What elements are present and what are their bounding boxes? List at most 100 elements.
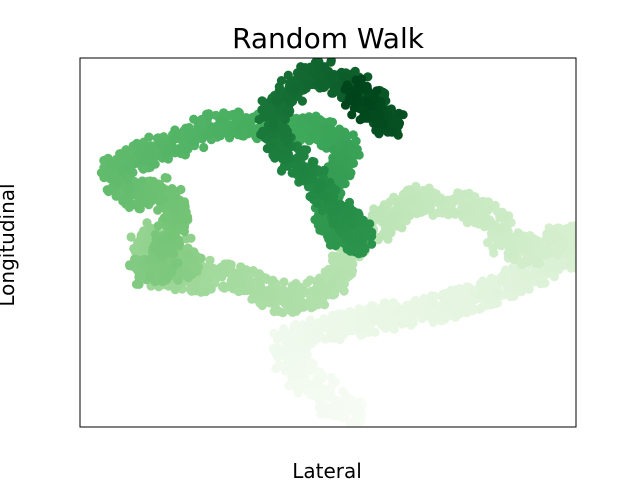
walk-point [476, 303, 486, 313]
walk-point [132, 138, 142, 148]
walk-point [313, 213, 323, 223]
walk-point [581, 253, 590, 262]
walk-point [193, 118, 203, 128]
walk-point [354, 314, 364, 324]
walk-point [437, 292, 448, 302]
walk-point [577, 253, 586, 262]
walk-point [254, 269, 264, 279]
walk-point [149, 190, 159, 200]
walk-point [518, 240, 528, 250]
walk-point [287, 168, 297, 178]
walk-point [429, 291, 439, 301]
walk-point [394, 118, 405, 128]
walk-point [203, 111, 214, 122]
plot-frame [79, 57, 577, 428]
walk-point [287, 281, 297, 291]
walk-point [167, 232, 177, 242]
walk-point [117, 151, 128, 162]
walk-point [175, 143, 185, 153]
walk-point [223, 259, 233, 269]
walk-point [261, 274, 271, 284]
walk-point [478, 276, 488, 286]
walk-point [577, 246, 586, 255]
walk-point [317, 389, 327, 399]
walk-point [381, 223, 391, 233]
walk-point [157, 141, 167, 151]
walk-point [269, 110, 279, 120]
walk-point [480, 215, 490, 226]
walk-point [145, 271, 155, 281]
walk-point [154, 196, 164, 206]
walk-point [278, 324, 289, 334]
walk-point [340, 128, 350, 138]
walk-point [579, 241, 588, 250]
walk-point [268, 139, 278, 149]
walk-point [218, 281, 228, 291]
walk-point [567, 252, 576, 262]
y-axis-label: Longitudinal [0, 183, 19, 306]
walk-point [160, 173, 170, 183]
walk-point [201, 286, 211, 297]
walk-point [369, 93, 379, 103]
walk-point [307, 131, 317, 141]
walk-point [297, 324, 307, 334]
walk-point [319, 219, 329, 229]
walk-point [581, 236, 590, 245]
walk-point [295, 338, 305, 348]
walk-point [282, 339, 292, 349]
walk-point [462, 282, 472, 292]
walk-point [536, 279, 546, 289]
walk-point [406, 195, 416, 205]
walk-point [350, 415, 360, 425]
walk-point [337, 168, 347, 178]
walk-point [483, 238, 493, 248]
walk-point [307, 156, 317, 167]
walk-point [389, 321, 399, 331]
walk-point [499, 269, 510, 279]
walk-point [125, 260, 135, 270]
walk-point [469, 304, 479, 314]
walk-point [315, 277, 325, 287]
walk-point [339, 254, 349, 264]
walk-point [572, 263, 576, 273]
walk-point [582, 241, 591, 250]
walk-point [213, 264, 223, 274]
walk-point [274, 361, 284, 371]
walk-point [588, 238, 597, 247]
walk-point [299, 70, 309, 80]
walk-point [579, 233, 588, 242]
walk-point [137, 176, 147, 186]
walk-point [524, 284, 534, 294]
walk-point [577, 248, 586, 257]
walk-point [320, 334, 331, 344]
walk-point [471, 213, 481, 223]
walk-point [579, 223, 588, 232]
walk-point [580, 231, 589, 240]
walk-point [293, 377, 303, 387]
x-axis-label: Lateral [292, 459, 362, 480]
walk-point [578, 262, 587, 271]
walk-point [293, 154, 303, 164]
walk-point [162, 150, 172, 160]
walk-point [367, 239, 377, 249]
walk-point [509, 291, 519, 301]
walk-point [587, 254, 596, 263]
walk-point [410, 295, 421, 306]
walk-point [99, 167, 109, 178]
walk-point [163, 269, 173, 279]
walk-point [304, 115, 314, 125]
walk-point [368, 305, 379, 315]
walk-point [383, 234, 393, 244]
walk-point [348, 324, 358, 334]
walk-point [326, 279, 336, 289]
walk-point [394, 108, 404, 118]
walk-point [143, 183, 153, 194]
walk-point [561, 225, 571, 235]
walk-point [175, 131, 185, 141]
walk-point [324, 127, 335, 137]
walk-point [332, 310, 342, 320]
walk-point [312, 327, 322, 338]
walk-point [320, 62, 330, 72]
walk-point [338, 386, 348, 396]
walk-point [287, 289, 297, 299]
